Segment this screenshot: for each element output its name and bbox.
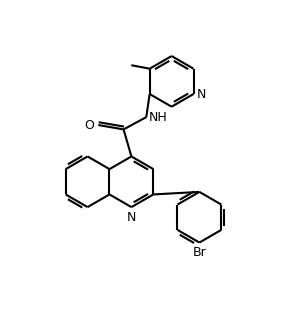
Text: N: N — [197, 88, 206, 101]
Text: O: O — [84, 119, 94, 132]
Text: N: N — [127, 210, 136, 223]
Text: Br: Br — [193, 246, 206, 259]
Text: NH: NH — [149, 111, 168, 124]
